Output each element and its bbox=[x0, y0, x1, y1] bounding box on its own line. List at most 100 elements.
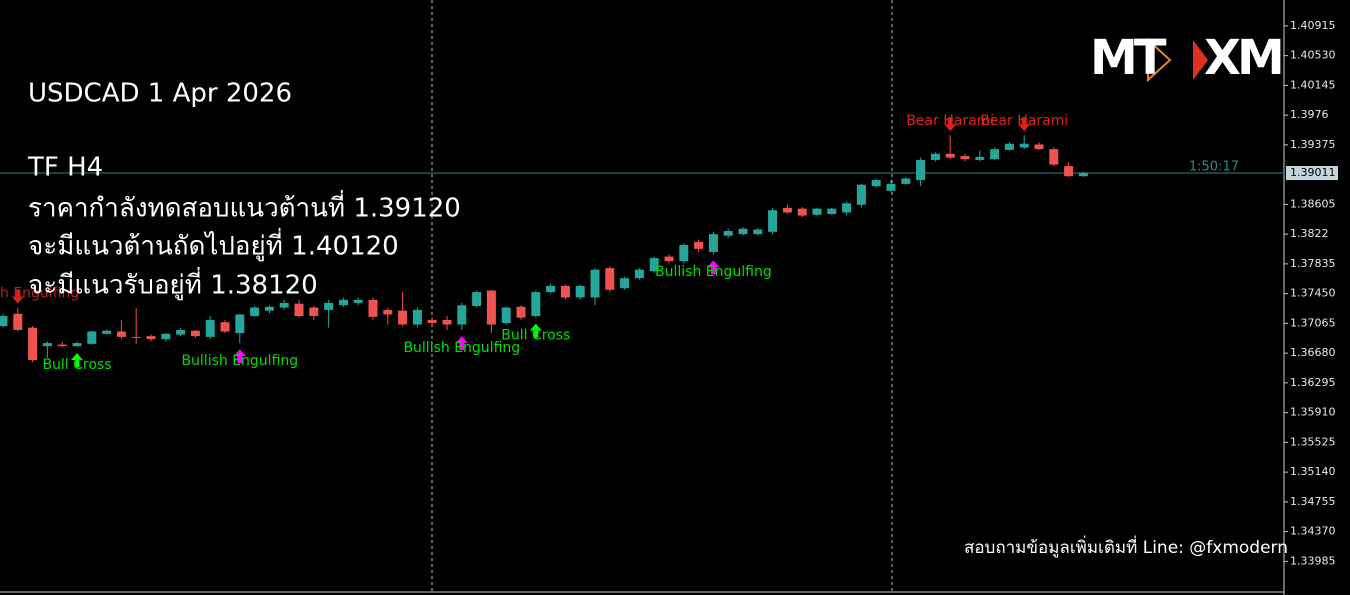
annotation: จะมีแนวต้านถัดไปอยู่ที่ 1.40120 bbox=[28, 228, 399, 262]
candle-body bbox=[501, 307, 511, 323]
candle-body bbox=[782, 207, 792, 213]
signal-label: Bear Harami bbox=[906, 113, 994, 129]
candle-body bbox=[398, 310, 408, 325]
logo: MT XM bbox=[1090, 30, 1285, 86]
candle-body bbox=[190, 330, 200, 337]
annotation: ราคากำลังทดสอบแนวต้านที่ 1.39120 bbox=[28, 190, 461, 224]
signal-label: Bull Cross bbox=[42, 357, 111, 373]
candle-body bbox=[235, 314, 245, 334]
candle-body bbox=[546, 285, 556, 293]
y-tick-label: 1.35525 bbox=[1290, 435, 1336, 448]
y-tick-label: 1.34755 bbox=[1290, 495, 1336, 508]
candle-body bbox=[442, 319, 452, 325]
signal-arrow bbox=[233, 349, 246, 364]
candle-body bbox=[1019, 143, 1029, 148]
candle-body bbox=[901, 178, 911, 184]
candle-body bbox=[753, 229, 763, 235]
signal-label: Bullish Engulfing bbox=[181, 353, 298, 369]
candle-body bbox=[768, 210, 778, 232]
last-price-box bbox=[1286, 166, 1338, 181]
candle-body bbox=[1064, 166, 1074, 177]
candle-body bbox=[309, 307, 319, 317]
candle-body bbox=[1004, 143, 1014, 150]
candle-body bbox=[620, 278, 630, 289]
last-price-label: 1.39011 bbox=[1290, 166, 1336, 179]
candle-body bbox=[102, 330, 112, 334]
candle-body bbox=[1034, 144, 1044, 150]
candle-body bbox=[871, 180, 881, 187]
candle-body bbox=[990, 149, 1000, 160]
y-tick-label: 1.33985 bbox=[1290, 554, 1336, 567]
candle-body bbox=[649, 258, 659, 272]
candle-body bbox=[590, 269, 600, 298]
signal-arrow bbox=[71, 352, 83, 367]
candle-body bbox=[575, 285, 585, 298]
signal-label: Bull Cross bbox=[501, 328, 570, 344]
candle-body bbox=[960, 156, 970, 160]
candle-body bbox=[812, 208, 822, 215]
candle-body bbox=[338, 299, 348, 306]
y-tick-label: 1.40145 bbox=[1290, 78, 1336, 91]
footer: สอบถามข้อมูลเพิ่มเติมที่ Line: @fxmodern bbox=[964, 535, 1288, 558]
countdown: 1:50:17 bbox=[1189, 160, 1239, 175]
candle-body bbox=[353, 299, 363, 303]
candle-body bbox=[472, 292, 482, 306]
logo-mark bbox=[1147, 37, 1172, 83]
candle-body bbox=[250, 307, 260, 317]
candle-body bbox=[842, 203, 852, 213]
logo-text: XM bbox=[1204, 30, 1281, 86]
candle-body bbox=[0, 316, 8, 327]
y-tick-label: 1.34370 bbox=[1290, 525, 1336, 538]
signal-label: Bullish Engulfing bbox=[403, 340, 520, 356]
candle-body bbox=[457, 305, 467, 325]
y-tick-label: 1.39375 bbox=[1290, 138, 1336, 151]
y-tick-label: 1.40530 bbox=[1290, 49, 1336, 62]
signal-arrow bbox=[944, 117, 957, 132]
candle-body bbox=[664, 256, 674, 262]
candle-body bbox=[738, 228, 748, 235]
signal-label: h Engulfing bbox=[0, 286, 79, 302]
candle-body bbox=[560, 285, 570, 298]
y-tick-label: 1.3822 bbox=[1290, 227, 1329, 240]
candle-body bbox=[1078, 173, 1088, 177]
y-tick-label: 1.37835 bbox=[1290, 257, 1336, 270]
candle-body bbox=[383, 309, 393, 315]
candle-body bbox=[930, 153, 940, 160]
signal-arrow bbox=[455, 335, 468, 350]
candle-body bbox=[945, 153, 955, 158]
candle-body bbox=[605, 268, 615, 290]
logo-mark bbox=[1193, 40, 1208, 80]
signal-arrow bbox=[707, 260, 720, 275]
candle-body bbox=[856, 184, 866, 205]
candle-body bbox=[916, 159, 926, 181]
y-tick-label: 1.40915 bbox=[1290, 19, 1336, 32]
candle-body bbox=[57, 344, 67, 347]
y-tick-label: 1.36680 bbox=[1290, 346, 1336, 359]
candle-body bbox=[131, 336, 141, 338]
candle-body bbox=[516, 306, 526, 318]
candle-body bbox=[427, 319, 437, 323]
candle-body bbox=[220, 322, 230, 332]
candle-body bbox=[694, 241, 704, 249]
signal-arrow bbox=[529, 323, 542, 338]
y-tick-label: 1.37450 bbox=[1290, 287, 1336, 300]
y-tick-label: 1.35140 bbox=[1290, 465, 1336, 478]
candle-body bbox=[634, 269, 644, 279]
candle-body bbox=[827, 208, 837, 215]
signal-arrow bbox=[1018, 117, 1031, 132]
candle-body bbox=[723, 231, 733, 236]
y-tick-label: 1.37065 bbox=[1290, 316, 1336, 329]
candle-body bbox=[975, 156, 985, 160]
y-tick-label: 1.38605 bbox=[1290, 197, 1336, 210]
candle-body bbox=[294, 303, 304, 317]
logo-text: MT bbox=[1090, 30, 1167, 86]
annotation: จะมีแนวรับอยู่ที่ 1.38120 bbox=[28, 267, 318, 301]
candle-body bbox=[72, 343, 82, 347]
y-tick-label: 1.35910 bbox=[1290, 406, 1336, 419]
signal-label: Bear Harami bbox=[980, 113, 1068, 129]
candle-body bbox=[412, 309, 422, 325]
candle-body bbox=[708, 234, 718, 252]
